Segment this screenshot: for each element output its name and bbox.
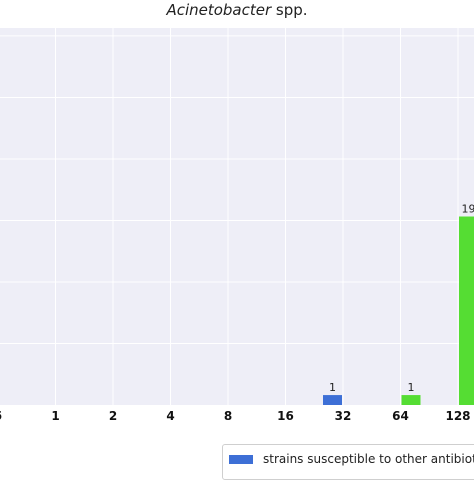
bar [402,395,421,405]
legend-swatch-susceptible [229,455,253,464]
x-tick-label: 8 [224,409,232,423]
x-tick-label: 16 [277,409,294,423]
x-tick-label: 4 [166,409,174,423]
data-label: 1 [329,381,336,394]
x-tick-label: 128 [445,409,470,423]
x-tick-label: 5 [0,409,2,423]
bar [323,395,342,405]
data-label: 19 [462,203,474,216]
bar-chart: 1 1 19 5 1 2 4 8 16 32 64 128 [0,0,474,440]
bar [459,217,474,406]
x-tick-label: 64 [392,409,409,423]
plot-area [0,28,474,405]
legend-label: strains susceptible to other antibiotics [263,452,474,466]
x-tick-label: 32 [335,409,352,423]
legend: strains susceptible to other antibiotics [222,444,474,480]
x-tick-label: 2 [109,409,117,423]
x-tick-label: 1 [51,409,59,423]
data-label: 1 [408,381,415,394]
